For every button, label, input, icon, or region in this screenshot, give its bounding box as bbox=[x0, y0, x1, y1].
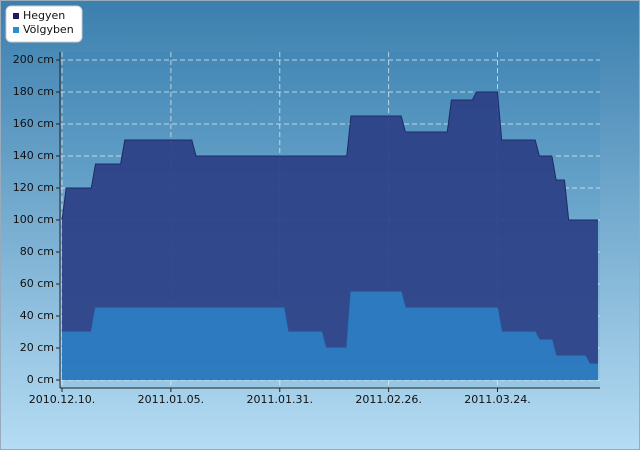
y-tick-label: 200 cm bbox=[13, 53, 54, 66]
x-tick-label: 2011.01.05. bbox=[138, 393, 204, 406]
x-tick-label: 2011.03.24. bbox=[464, 393, 530, 406]
y-tick-label: 180 cm bbox=[13, 85, 54, 98]
y-tick-label: 120 cm bbox=[13, 181, 54, 194]
y-tick-label: 80 cm bbox=[20, 245, 54, 258]
x-tick-label: 2011.01.31. bbox=[247, 393, 313, 406]
y-tick-label: 40 cm bbox=[20, 309, 54, 322]
legend-label: Hegyen bbox=[23, 9, 65, 22]
legend-swatch bbox=[13, 27, 19, 33]
area-line bbox=[61, 91, 598, 221]
y-tick-label: 20 cm bbox=[20, 341, 54, 354]
y-tick-label: 100 cm bbox=[13, 213, 54, 226]
area bbox=[62, 292, 598, 380]
y-tick-label: 140 cm bbox=[13, 149, 54, 162]
x-tick-label: 2010.12.10. bbox=[29, 393, 95, 406]
x-tick-label: 2011.02.26. bbox=[355, 393, 421, 406]
y-tick-label: 60 cm bbox=[20, 277, 54, 290]
legend-swatch bbox=[13, 13, 19, 19]
y-tick-label: 160 cm bbox=[13, 117, 54, 130]
legend-box bbox=[5, 5, 83, 43]
y-tick-label: 0 cm bbox=[27, 373, 54, 386]
area-line bbox=[62, 291, 598, 365]
legend-label: Völgyben bbox=[23, 23, 74, 36]
